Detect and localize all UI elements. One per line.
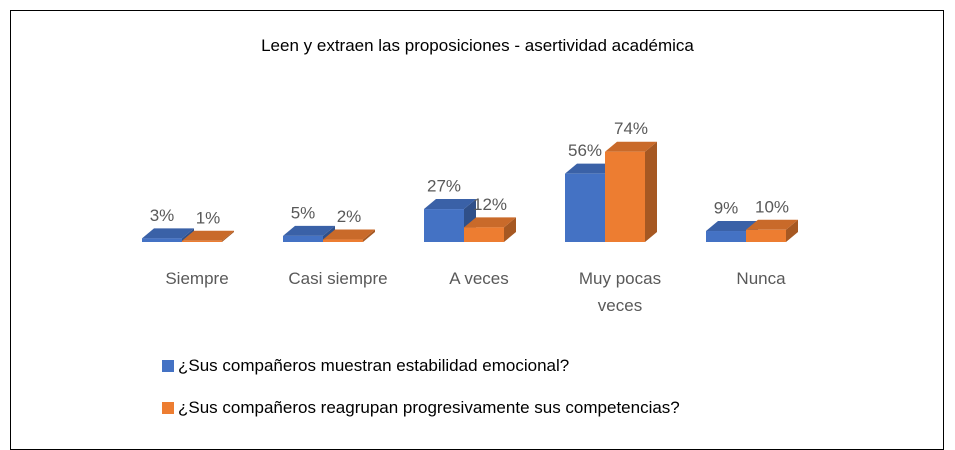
x-tick-label: Muy pocas veces xyxy=(578,269,662,315)
chart-title: Leen y extraen las proposiciones - asert… xyxy=(261,36,694,55)
bar-top xyxy=(565,163,617,174)
x-tick-label: A veces xyxy=(449,269,509,288)
bar xyxy=(565,173,605,242)
bar xyxy=(706,231,746,242)
bar xyxy=(464,227,504,242)
bar-side xyxy=(786,219,798,242)
legend-label: ¿Sus compañeros muestran estabilidad emo… xyxy=(178,356,570,375)
bar-top xyxy=(605,141,657,152)
bar-top xyxy=(746,219,798,230)
bar xyxy=(424,209,464,242)
bar xyxy=(283,235,323,242)
bar-side xyxy=(504,217,516,242)
bar xyxy=(142,238,182,242)
bar-side xyxy=(363,229,375,242)
bar xyxy=(182,240,222,242)
bar-top xyxy=(464,217,516,228)
data-label: 27% xyxy=(427,177,461,196)
legend-swatch xyxy=(162,402,174,414)
legend-label: ¿Sus compañeros reagrupan progresivament… xyxy=(178,398,680,417)
bar xyxy=(323,239,363,242)
data-label: 1% xyxy=(196,208,221,227)
page: {"chart_data": {"type": "bar3d", "title"… xyxy=(10,10,944,450)
bar-top xyxy=(283,225,335,236)
data-label: 5% xyxy=(291,203,316,222)
data-label: 12% xyxy=(473,195,507,214)
data-label: 10% xyxy=(755,197,789,216)
bar-side xyxy=(222,230,234,242)
bar-top xyxy=(182,230,234,241)
data-label: 56% xyxy=(568,141,602,160)
x-tick-label: Siempre xyxy=(165,269,229,288)
bar-top xyxy=(706,221,758,232)
x-tick-label: Casi siempre xyxy=(288,269,388,288)
bar xyxy=(746,229,786,242)
bar-top xyxy=(142,228,194,239)
legend-item: ¿Sus compañeros muestran estabilidad emo… xyxy=(162,356,569,376)
bar xyxy=(605,151,645,242)
bar-side xyxy=(645,141,657,242)
data-label: 9% xyxy=(714,199,739,218)
legend-item: ¿Sus compañeros reagrupan progresivament… xyxy=(162,398,680,418)
x-tick-label: Nunca xyxy=(736,269,786,288)
data-label: 2% xyxy=(337,207,362,226)
bar-top xyxy=(424,199,476,210)
data-label: 74% xyxy=(614,119,648,138)
data-label: 3% xyxy=(150,206,175,225)
plot: 3% 1% 5% 2% 27% 12% 56% 74% 9% 10% xyxy=(142,119,798,242)
legend-swatch xyxy=(162,360,174,372)
bar-top xyxy=(323,229,375,240)
